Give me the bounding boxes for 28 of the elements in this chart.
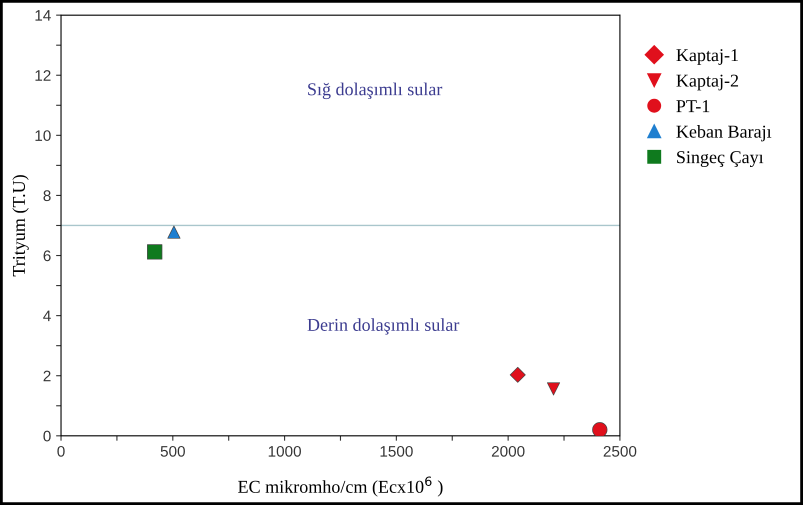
x-tick-label: 0 — [57, 446, 65, 457]
point — [167, 226, 180, 239]
legend-label: Singeç Çayı — [677, 151, 764, 167]
x-tick-label: 1000 — [268, 446, 301, 457]
legend-label: Kaptaj-2 — [676, 74, 738, 90]
annotation: Sığ dolaşımlı sular — [308, 82, 442, 100]
annotation: Derin dolaşımlı sular — [307, 318, 460, 335]
x-tick-label: 2000 — [492, 446, 525, 457]
point — [592, 422, 608, 436]
y-tick-label: 8 — [43, 190, 51, 202]
y-axis-title: Trityum (T.U) — [12, 175, 29, 276]
legend-label: Keban Barajı — [676, 125, 772, 142]
point — [546, 382, 560, 396]
x-tick-label: 2500 — [604, 446, 636, 457]
y-tick-label: 4 — [43, 310, 51, 322]
x-axis-title: EC mikromho/cm (Ecx10$^{6}$ ) — [238, 476, 443, 497]
legend-label: PT-1 — [676, 100, 710, 112]
y-tick-label: 12 — [35, 70, 51, 81]
legend-label: Kaptaj-1 — [676, 49, 738, 65]
point — [510, 366, 526, 383]
y-tick-label: 0 — [43, 430, 51, 442]
point — [147, 244, 162, 260]
y-tick-label: 2 — [44, 370, 51, 382]
y-tick-label: 10 — [35, 130, 51, 142]
x-tick-label: 500 — [160, 446, 185, 457]
y-tick-label: 14 — [35, 10, 51, 21]
y-tick-label: 6 — [44, 250, 51, 262]
x-tick-label: 1500 — [380, 446, 413, 457]
